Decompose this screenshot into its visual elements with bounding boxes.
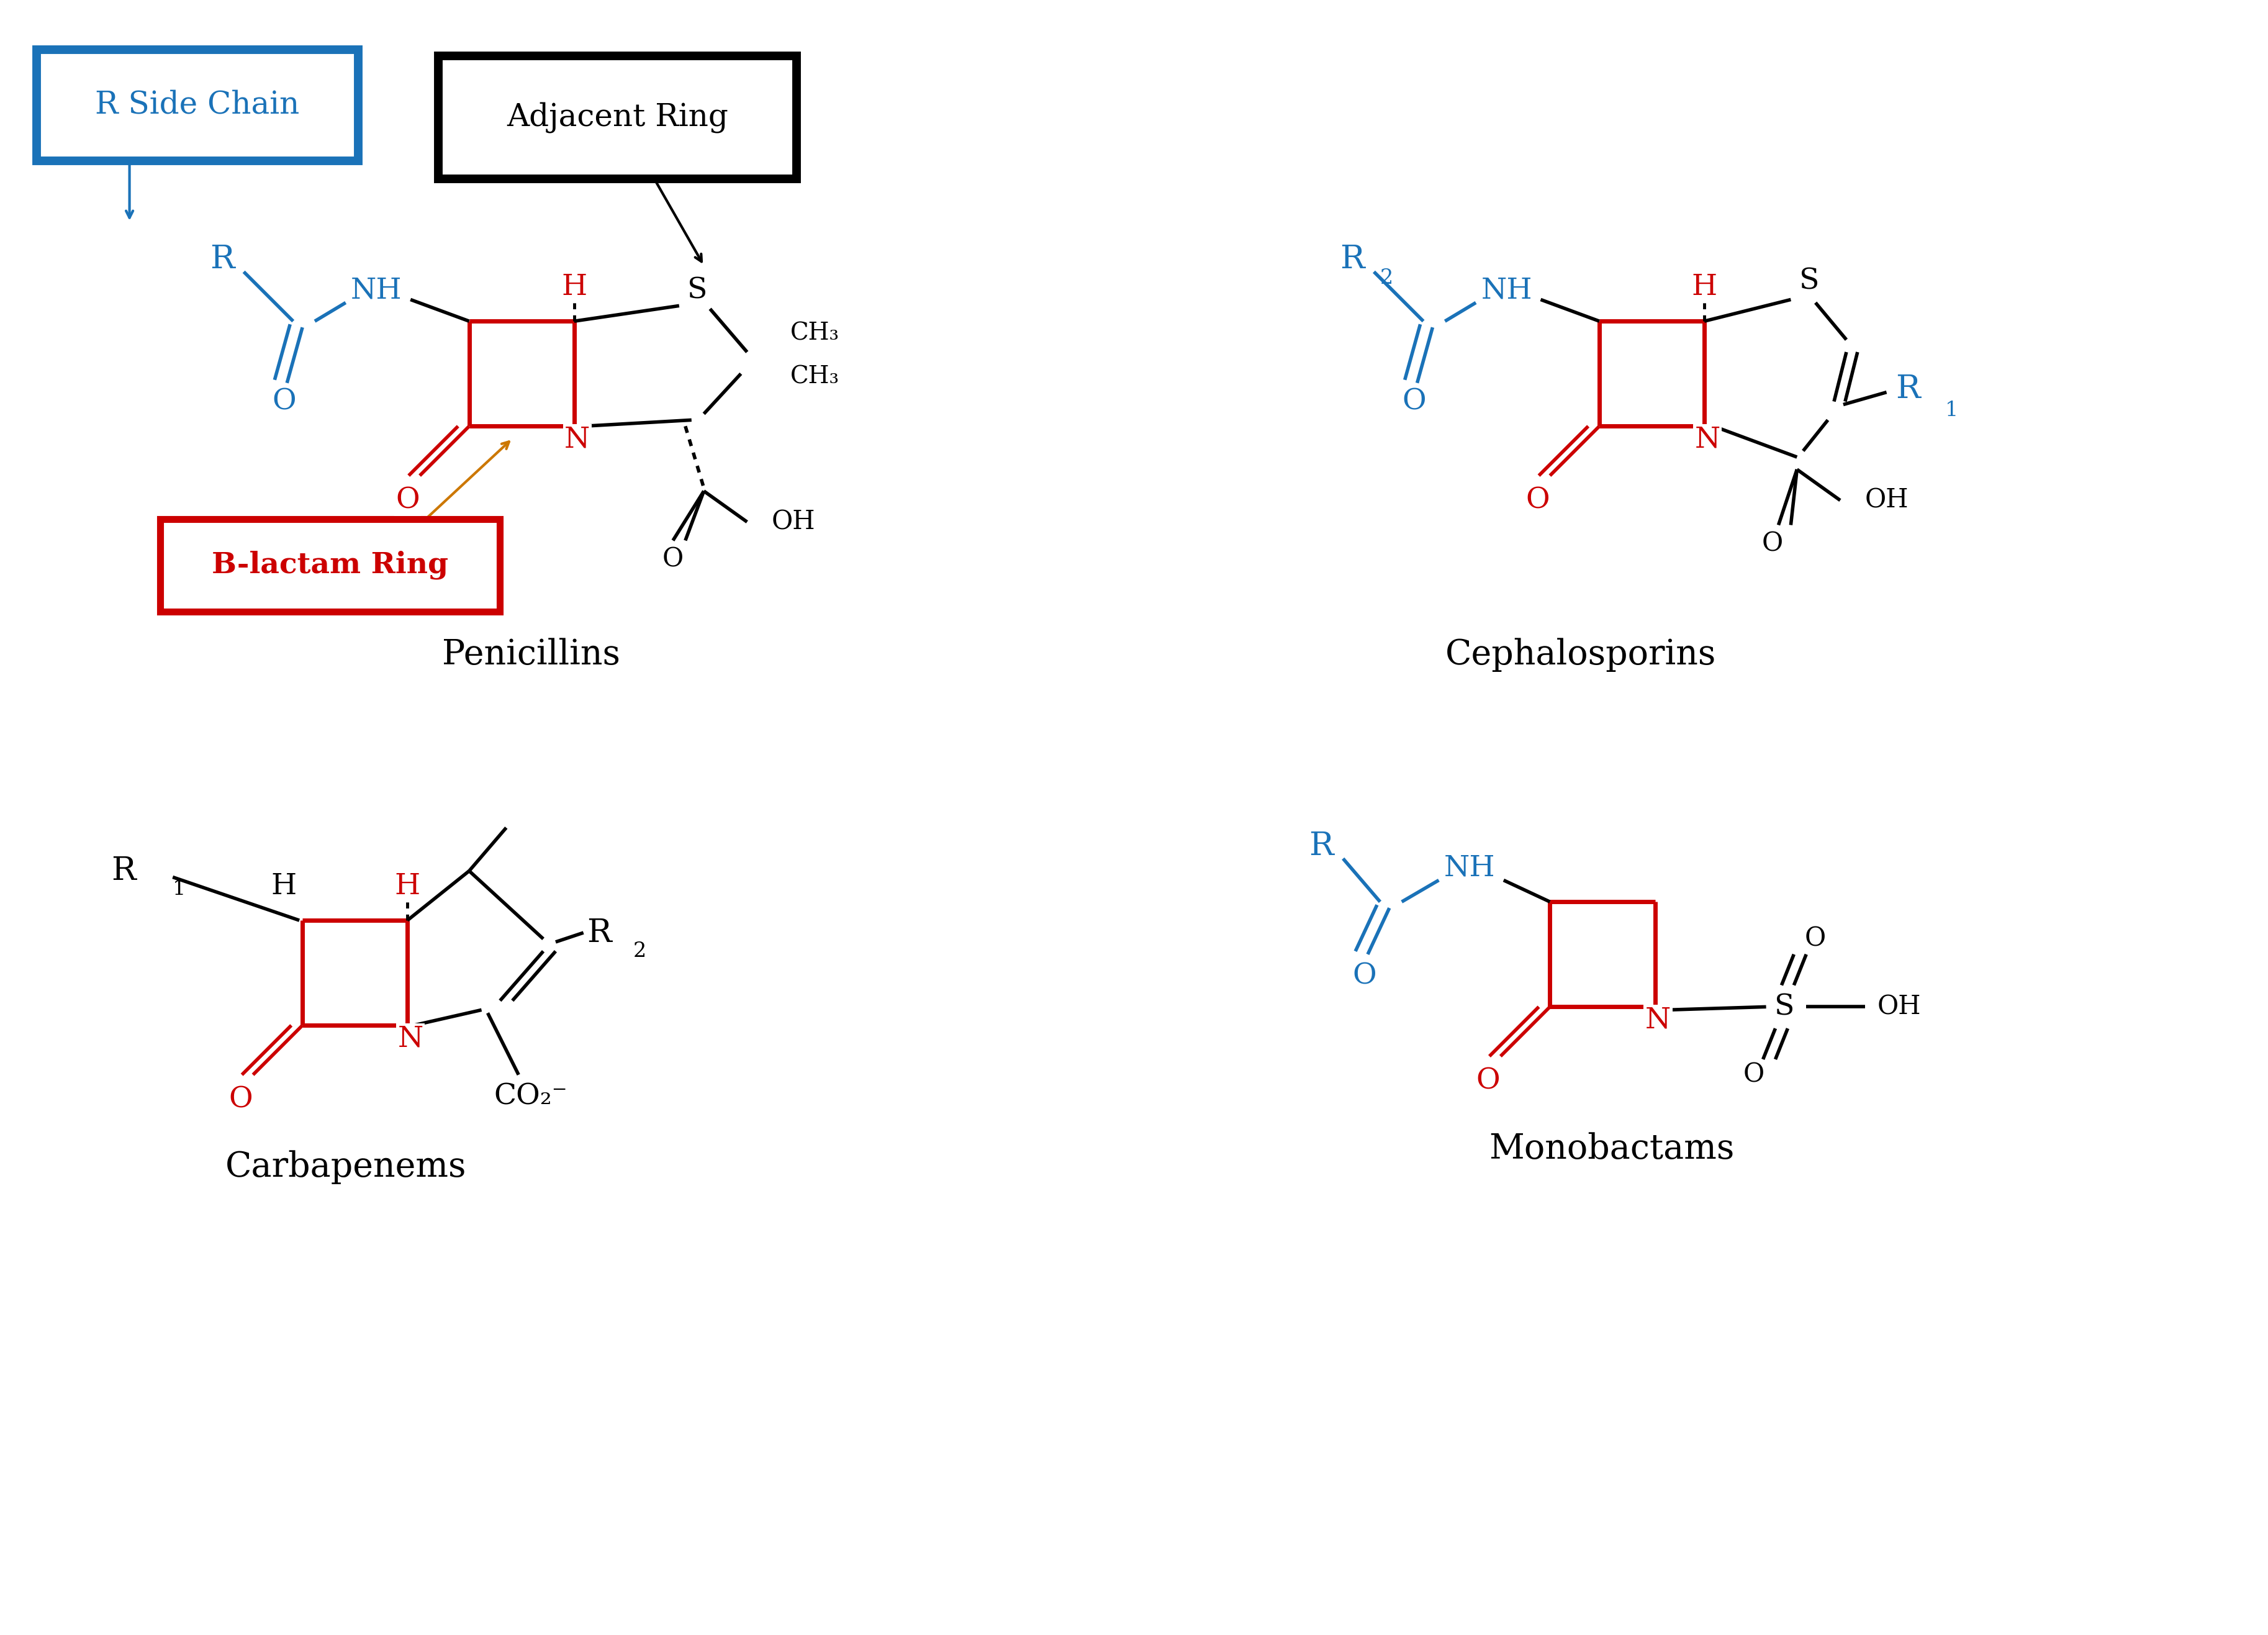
Text: R: R — [587, 917, 610, 948]
Text: 2: 2 — [633, 942, 646, 961]
Text: OH: OH — [1864, 487, 1910, 513]
Text: R Side Chain: R Side Chain — [95, 90, 299, 121]
Text: OH: OH — [771, 508, 816, 535]
Text: N: N — [1694, 425, 1719, 455]
Text: R: R — [111, 855, 136, 886]
Text: CH₃: CH₃ — [789, 365, 839, 387]
Text: R: R — [1309, 831, 1334, 862]
Text: N: N — [1644, 1007, 1672, 1035]
Text: 2: 2 — [1379, 268, 1393, 288]
Text: OH: OH — [1878, 994, 1921, 1020]
Text: NH: NH — [352, 276, 401, 304]
Text: H: H — [562, 273, 587, 301]
Text: O: O — [1476, 1068, 1499, 1095]
Text: O: O — [1402, 387, 1427, 415]
Text: O: O — [272, 387, 295, 415]
Text: H: H — [395, 873, 420, 901]
Text: O: O — [1352, 961, 1377, 989]
Text: 1: 1 — [172, 880, 186, 899]
Text: S: S — [1799, 267, 1819, 294]
Text: N: N — [565, 425, 590, 455]
Text: Adjacent Ring: Adjacent Ring — [506, 101, 728, 132]
Text: R: R — [211, 244, 234, 275]
Text: B-lactam Ring: B-lactam Ring — [211, 551, 449, 580]
Bar — [161, 518, 499, 611]
Text: NH: NH — [1481, 276, 1533, 304]
Text: O: O — [1526, 486, 1549, 515]
Text: O: O — [395, 486, 420, 515]
Text: Carbapenems: Carbapenems — [225, 1151, 467, 1184]
Text: O: O — [1744, 1061, 1765, 1087]
Text: O: O — [1805, 925, 1826, 952]
Text: H: H — [1692, 273, 1717, 301]
Text: H: H — [272, 873, 297, 901]
Text: Penicillins: Penicillins — [442, 638, 619, 672]
Text: Cephalosporins: Cephalosporins — [1445, 638, 1717, 672]
Text: S: S — [1774, 992, 1794, 1020]
Text: N: N — [397, 1025, 424, 1053]
Text: NH: NH — [1445, 853, 1495, 881]
Text: 1: 1 — [1946, 401, 1957, 420]
Text: R: R — [1340, 244, 1365, 275]
Text: R: R — [1896, 373, 1921, 405]
Text: CH₃: CH₃ — [789, 322, 839, 345]
Bar — [36, 49, 358, 160]
Text: O: O — [1762, 530, 1783, 556]
Text: O: O — [229, 1086, 252, 1113]
Text: O: O — [662, 546, 683, 572]
Text: S: S — [687, 276, 708, 304]
Text: CO₂⁻: CO₂⁻ — [494, 1082, 567, 1110]
Text: Monobactams: Monobactams — [1490, 1131, 1735, 1166]
Bar — [438, 56, 796, 180]
